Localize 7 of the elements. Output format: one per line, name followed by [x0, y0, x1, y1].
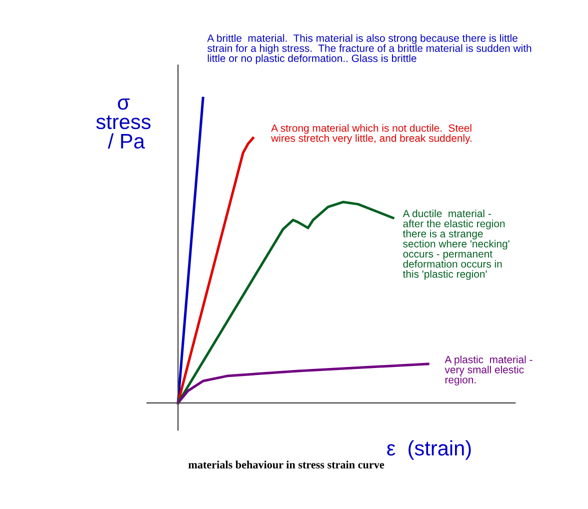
- text: A brittle material. This material is also strong because there is little strain for a high stress. The fracture of a brittle material is sudden with little or no plastic deformation.. Glass is brittle: [207, 34, 532, 64]
- text: materials behaviour in stress strain curve: [188, 460, 384, 468]
- x-axis-title: ε (strain): [387, 440, 471, 460]
- annotation: A ductile material - after the elastic region there is a strange section where 'necking' occurs - permanent deformation occurs in this 'plastic region': [402, 210, 510, 280]
- y-axis-title: σ stress / Pa: [96, 98, 151, 149]
- annotation: A strong material which is not ductile. Steel wires stretch very little, and break suddenly.: [271, 124, 472, 144]
- text: A plastic material - very small elestic region.: [444, 356, 532, 386]
